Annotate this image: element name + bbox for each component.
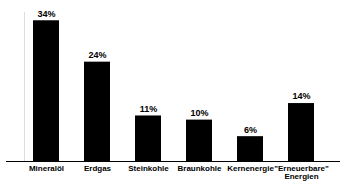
svg-text:24%: 24% [88,50,106,60]
svg-text:34%: 34% [37,9,55,19]
svg-text:10%: 10% [190,108,208,118]
svg-text:14%: 14% [292,91,310,101]
svg-text:Steinkohle: Steinkohle [128,164,169,173]
svg-text:"Erneuerbare"Energien: "Erneuerbare"Energien [274,164,329,181]
svg-text:Kernenergie: Kernenergie [227,164,274,173]
svg-text:11%: 11% [140,104,158,114]
svg-text:6%: 6% [244,125,257,135]
svg-text:Braunkohle: Braunkohle [177,164,222,173]
svg-text:Mineralöl: Mineralöl [29,164,64,173]
svg-text:Erdgas: Erdgas [84,164,112,173]
